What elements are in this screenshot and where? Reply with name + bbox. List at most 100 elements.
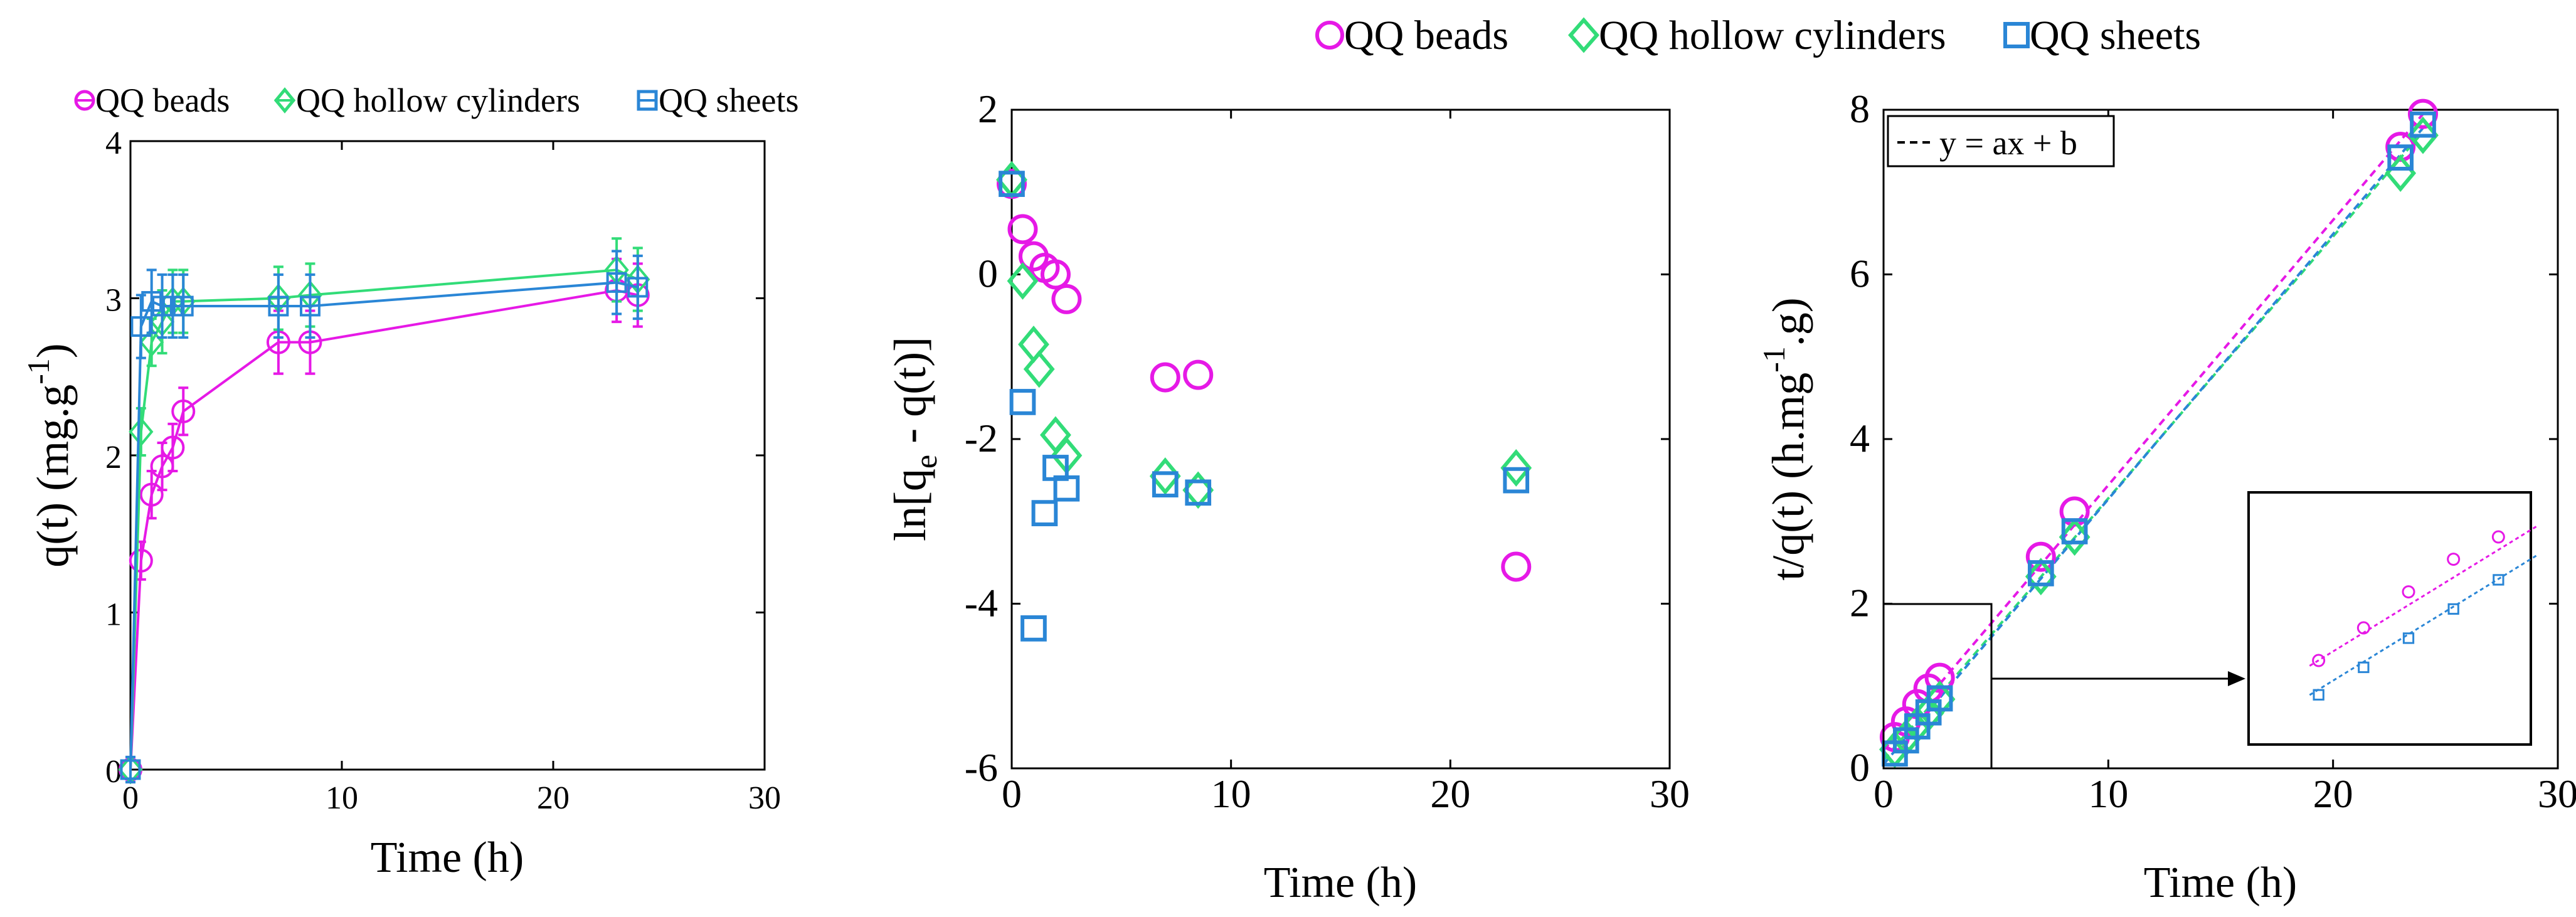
panel-2-series [996, 161, 1532, 642]
data-point [172, 295, 194, 317]
x-tick-label: 20 [2313, 771, 2353, 816]
data-point [1040, 416, 1071, 454]
top-legend-cylinders-label: QQ hollow cylinders [1599, 13, 1946, 58]
inset-data-point [2358, 661, 2370, 674]
data-point [2059, 496, 2090, 527]
data-point [1009, 389, 1036, 415]
panel-1-series [118, 237, 650, 785]
legend-sheets-label: QQ sheets [659, 82, 798, 119]
x-tick-label: 10 [326, 780, 358, 816]
inset-data-point [2312, 654, 2326, 667]
data-point [1040, 259, 1071, 290]
panel-3-fitlines [1882, 113, 2424, 765]
data-point [2385, 154, 2417, 192]
inset-fit-line [2309, 553, 2540, 696]
x-tick-label: 30 [2538, 771, 2576, 816]
legend-beads-label: QQ beads [95, 82, 230, 119]
zoom-region [1882, 603, 1993, 770]
data-point [268, 295, 289, 317]
y-tick-label: 2 [1850, 581, 1870, 625]
data-point [300, 295, 321, 317]
series-line [129, 281, 639, 770]
fit-line [1882, 127, 2424, 765]
panel-3-ylabel: t/q(t) (h.mg-1.g) [1756, 297, 1813, 581]
y-tick-label: 3 [105, 283, 122, 319]
x-tick-label: 10 [1211, 771, 1251, 816]
top-legend-sheets-label: QQ sheets [2030, 13, 2201, 58]
data-point [1051, 284, 1082, 314]
inset-fit-line [2309, 524, 2540, 667]
panel-1-ylabel: q(t) (mg.g-1) [21, 343, 78, 568]
data-point [1185, 479, 1212, 506]
data-point [129, 416, 154, 447]
panel-2-ylabel: ln[qe - q(t)] [885, 337, 943, 541]
data-point [2408, 98, 2438, 129]
data-point [2061, 518, 2088, 544]
data-point [171, 399, 196, 423]
top-legend: QQ beads QQ hollow cylinders QQ sheets [1315, 13, 2201, 58]
fit-line [1882, 113, 2424, 751]
equation-label: y = ax + b [1939, 124, 2077, 162]
data-point [141, 291, 162, 312]
data-point [2407, 116, 2439, 154]
data-point [2027, 560, 2054, 586]
top-legend-beads-label: QQ beads [1344, 13, 1508, 58]
legend-cylinders-label: QQ hollow cylinders [296, 82, 580, 119]
data-point [1926, 685, 1953, 712]
panel-1-xlabel: Time (h) [371, 834, 524, 882]
inset-data-point [2402, 632, 2415, 644]
data-point [1007, 214, 1038, 245]
data-point [130, 316, 152, 337]
panel-2-axes-box [1010, 109, 1671, 770]
top-legend-sheets-marker [2003, 22, 2030, 48]
data-point [1183, 359, 1214, 390]
data-point [1023, 350, 1055, 388]
x-tick-label: 20 [1430, 771, 1470, 816]
y-tick-label: 4 [1850, 416, 1870, 460]
inset-data-point [2313, 689, 2324, 701]
data-point [152, 295, 173, 317]
y-tick-label: 8 [1850, 87, 1870, 131]
x-tick-label: 30 [748, 780, 781, 816]
y-tick-label: 2 [978, 87, 998, 131]
y-tick-label: -6 [965, 745, 998, 790]
x-tick-label: 0 [1874, 771, 1894, 816]
data-point [129, 548, 153, 573]
inset-content [2309, 524, 2540, 701]
zoom-arrow-head [2228, 671, 2245, 686]
y-tick-label: 6 [1850, 252, 1870, 296]
series-line [129, 289, 639, 770]
data-point [162, 295, 183, 317]
panel-1-legend: QQ beads QQ hollow cylinders QQ sheets [74, 82, 798, 119]
inset-data-point [2356, 621, 2370, 635]
data-point [1503, 467, 1530, 494]
top-legend-cylinders-marker [1568, 17, 1599, 53]
top-legend-beads-marker [1315, 21, 1344, 50]
data-point [606, 272, 627, 293]
data-point [1007, 262, 1039, 300]
data-point [1182, 471, 1214, 509]
y-tick-label: 1 [105, 597, 122, 633]
y-tick-label: -2 [965, 416, 998, 460]
data-point [1031, 500, 1058, 526]
panel-3-xlabel: Time (h) [2144, 859, 2297, 907]
data-point [161, 435, 185, 460]
data-point [2410, 111, 2436, 138]
data-point [2025, 558, 2057, 596]
series-line [129, 268, 639, 770]
data-point [1149, 457, 1181, 495]
panel-3-ticks: 0 10 20 30 0 2 4 6 8 [1850, 87, 2576, 816]
y-tick-label: 0 [978, 252, 998, 296]
data-point [1150, 362, 1180, 393]
panel-1-axes-box [129, 140, 766, 771]
inset-data-point [2402, 585, 2415, 599]
panel-3: 0 10 20 30 0 2 4 6 8 y = ax + b Time (h) t/q(t) … [1756, 87, 2576, 907]
x-tick-label: 30 [1650, 771, 1690, 816]
y-tick-label: 2 [105, 440, 122, 475]
x-tick-label: 10 [2088, 771, 2128, 816]
data-point [2025, 541, 2056, 572]
